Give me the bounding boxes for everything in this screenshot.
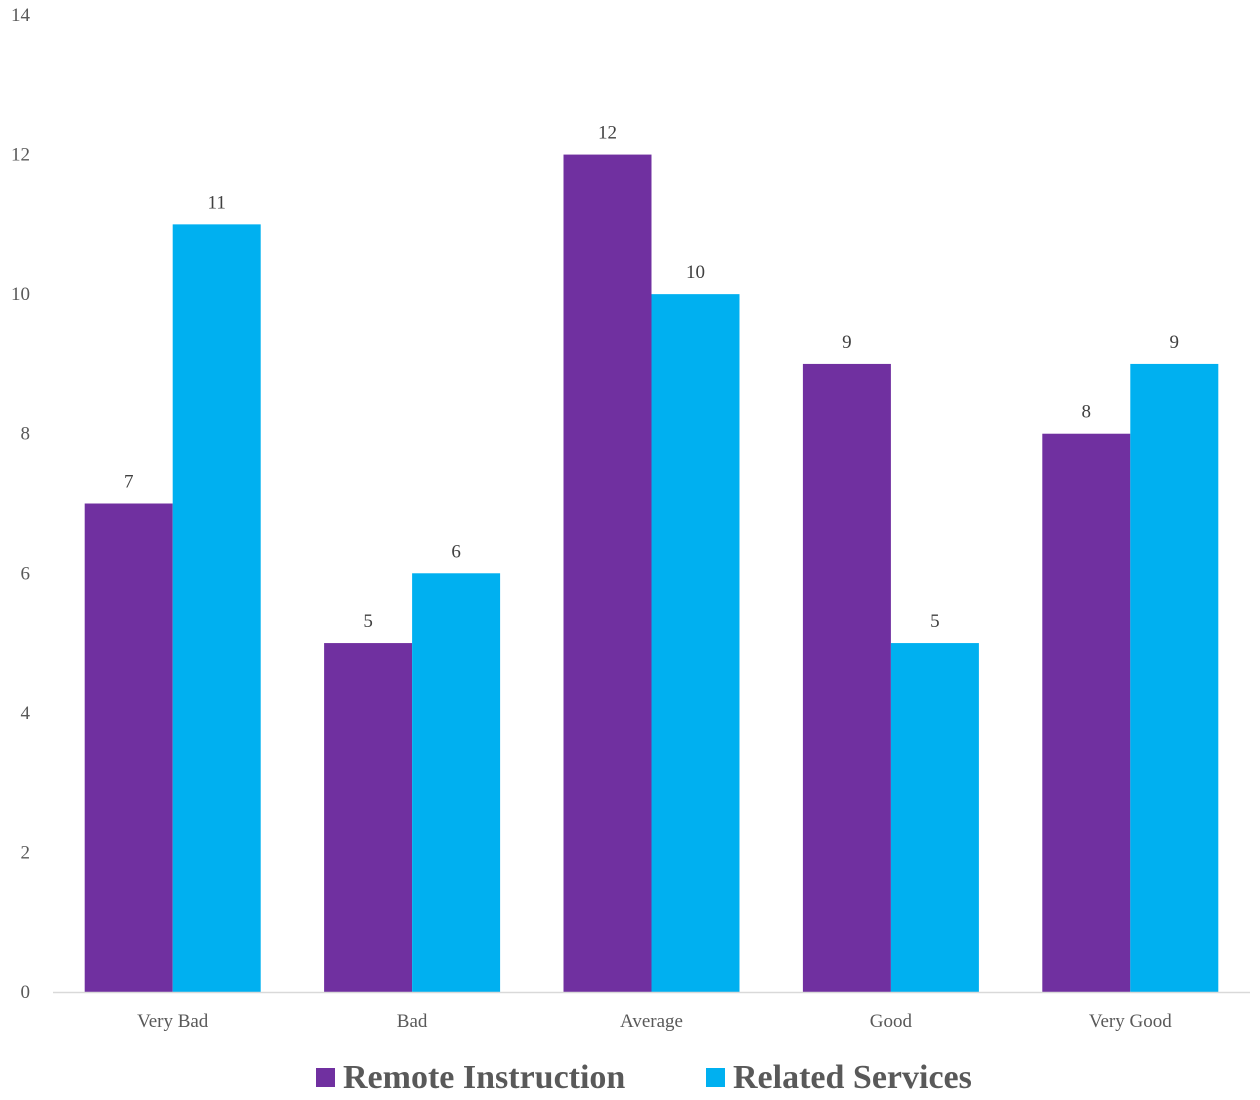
- data-label: 9: [1170, 332, 1180, 353]
- bar-related-services: [412, 573, 501, 992]
- x-tick-label: Good: [870, 1011, 913, 1032]
- data-label: 6: [451, 541, 461, 562]
- bar-remote-instruction: [563, 154, 652, 993]
- x-tick-label: Average: [620, 1011, 683, 1032]
- legend-swatch: [706, 1068, 725, 1087]
- x-tick-label: Very Bad: [137, 1011, 209, 1032]
- bar-remote-instruction: [84, 503, 173, 992]
- data-label: 12: [598, 123, 617, 144]
- y-tick-label: 0: [21, 982, 31, 1003]
- y-tick-label: 4: [21, 703, 31, 724]
- x-tick-label: Bad: [397, 1011, 428, 1032]
- bar-related-services: [890, 643, 979, 992]
- bars: [84, 154, 1219, 993]
- legend-label: Related Services: [733, 1059, 972, 1095]
- data-label: 5: [363, 611, 373, 632]
- bar-related-services: [651, 294, 740, 993]
- x-tick-label: Very Good: [1089, 1011, 1172, 1032]
- y-tick-label: 2: [21, 842, 31, 863]
- data-labels: 7 11 5 6 12 10 9 5 8 9: [124, 123, 1180, 632]
- x-axis-category-labels: Very Bad Bad Average Good Very Good: [137, 1011, 1172, 1032]
- bar-remote-instruction: [1042, 433, 1131, 992]
- y-axis-ticks: 0 2 4 6 8 10 12 14: [11, 5, 31, 1003]
- data-label: 11: [208, 192, 226, 213]
- bar-related-services: [1130, 363, 1219, 992]
- data-label: 8: [1082, 402, 1092, 423]
- bar-remote-instruction: [802, 363, 891, 992]
- bar-related-services: [172, 224, 261, 992]
- y-tick-label: 6: [21, 563, 31, 584]
- y-tick-label: 14: [11, 5, 31, 26]
- legend-swatch: [316, 1068, 335, 1087]
- legend: Remote Instruction Related Services: [316, 1059, 972, 1096]
- data-label: 5: [930, 611, 940, 632]
- y-tick-label: 12: [11, 145, 30, 166]
- legend-label: Remote Instruction: [343, 1059, 625, 1095]
- data-label: 7: [124, 472, 134, 493]
- y-tick-label: 8: [21, 424, 31, 445]
- data-label: 9: [842, 332, 852, 353]
- bar-remote-instruction: [324, 643, 413, 992]
- data-label: 10: [686, 262, 705, 283]
- y-tick-label: 10: [11, 284, 30, 305]
